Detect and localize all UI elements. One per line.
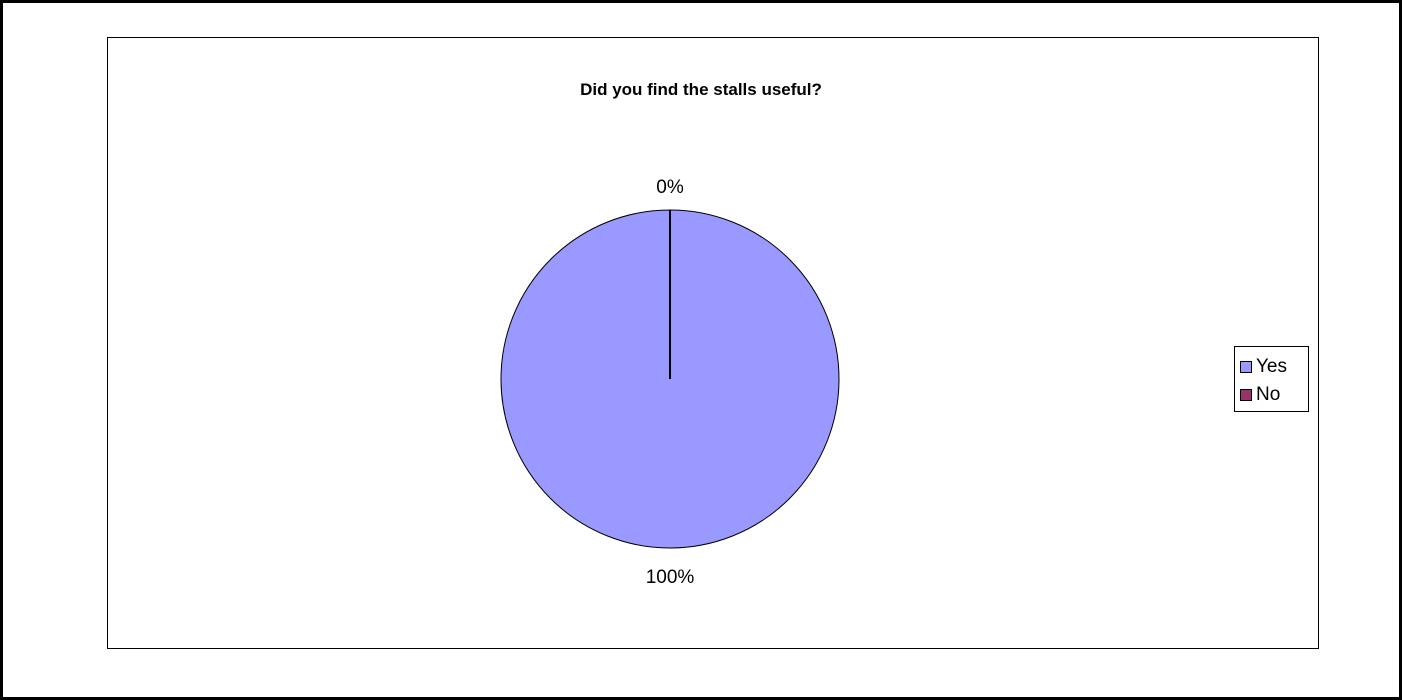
legend-swatch-no bbox=[1240, 389, 1252, 401]
data-label-no: 0% bbox=[656, 177, 684, 198]
legend-label-no: No bbox=[1256, 384, 1281, 405]
legend-item-yes: Yes bbox=[1240, 356, 1287, 378]
data-label-yes: 100% bbox=[646, 567, 695, 588]
legend-item-no: No bbox=[1240, 384, 1280, 406]
chart-title: Did you find the stalls useful? bbox=[580, 80, 822, 99]
legend: Yes No bbox=[1234, 346, 1309, 412]
legend-label-yes: Yes bbox=[1256, 356, 1287, 377]
legend-swatch-yes bbox=[1240, 361, 1252, 373]
